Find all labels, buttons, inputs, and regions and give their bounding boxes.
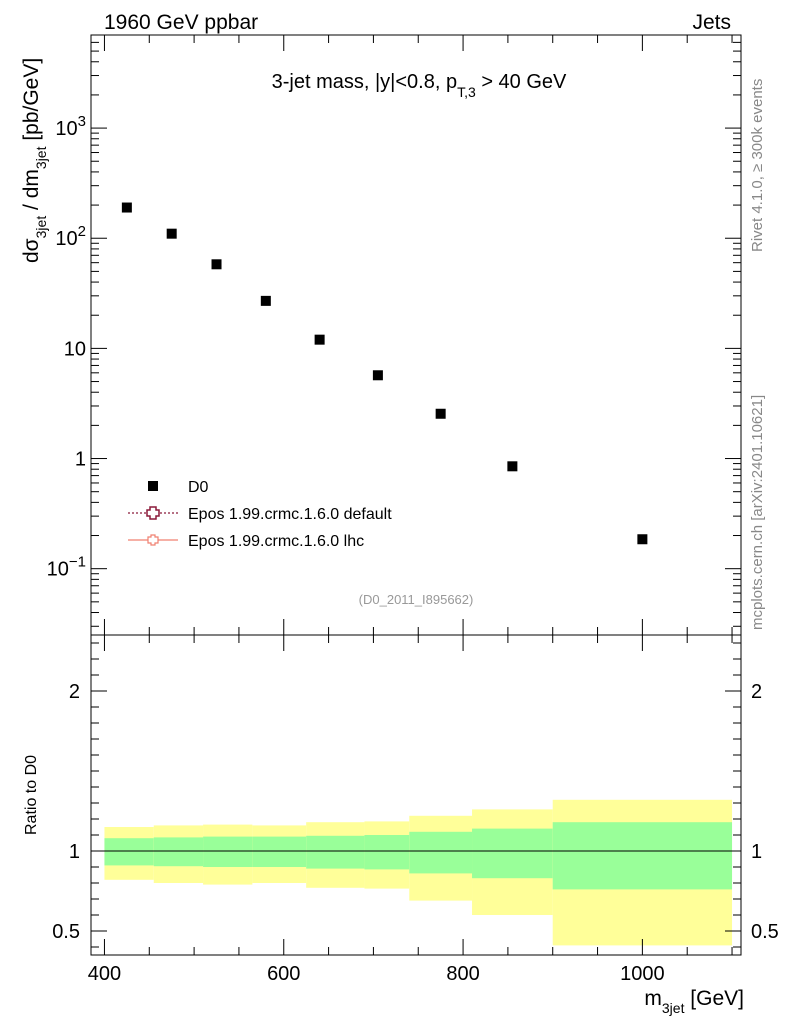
rivet-label: Rivet 4.1.0, ≥ 300k events (749, 79, 766, 252)
x-tick-label: 800 (446, 963, 479, 985)
legend-label-epos-lhc: Epos 1.99.crmc.1.6.0 lhc (188, 533, 364, 550)
x-axis-label-m: m (644, 987, 662, 1010)
data-point-d0 (637, 534, 648, 545)
ratio-plot-frame (90, 634, 742, 956)
legend-cross-epos-default (146, 506, 160, 520)
mcplots-label: mcplots.cern.ch [arXiv:2401.10621] (749, 395, 766, 630)
legend: D0 Epos 1.99.crmc.1.6.0 default Epos 1.9… (128, 479, 392, 550)
x-axis-label: m3jet [GeV] (644, 987, 744, 1016)
main-ylabel-mid: / dm (20, 169, 43, 216)
ratio-y-tick-label-right: 1 (751, 841, 762, 863)
legend-label-epos-default: Epos 1.99.crmc.1.6.0 default (188, 506, 392, 523)
legend-cross-epos-lhc (147, 534, 159, 546)
ratio-stat-band (409, 831, 473, 874)
legend-label-d0: D0 (188, 479, 209, 496)
data-point-d0 (372, 370, 383, 381)
x-axis-label-unit: [GeV] (684, 987, 744, 1010)
x-axis-label-sub: 3jet (662, 1000, 685, 1016)
ratio-stat-band (252, 836, 307, 867)
data-point-d0 (260, 295, 271, 306)
data-point-d0 (435, 408, 446, 419)
header-right: Jets (692, 11, 731, 34)
ratio-stat-band (364, 835, 410, 870)
ratio-axis-ticks (91, 635, 741, 955)
ratio-stat-band (104, 838, 154, 866)
ratio-y-tick-label-left: 1 (69, 841, 80, 863)
main-y-tick-label: 103 (55, 113, 86, 140)
main-y-tick-label: 10−1 (47, 554, 86, 581)
main-data-points (121, 202, 648, 545)
main-ylabel-sub1: 3jet (33, 216, 49, 239)
main-axis-ticks (91, 34, 741, 635)
ratio-y-tick-label-right: 0.5 (751, 921, 779, 943)
main-title-sub: T,3 (457, 84, 476, 100)
ratio-y-tick-label-left: 0.5 (52, 921, 80, 943)
data-point-d0 (314, 334, 325, 345)
main-ylabel-unit: [pb/GeV] (20, 58, 43, 147)
data-point-d0 (166, 228, 177, 239)
analysis-watermark: (D0_2011_I895662) (359, 592, 474, 607)
ratio-stat-band (153, 837, 204, 867)
ratio-stat-band (552, 822, 733, 890)
ratio-uncertainty-bands (104, 799, 733, 946)
ratio-stat-band (472, 828, 553, 879)
main-y-tick-label: 102 (55, 223, 86, 250)
data-point-d0 (211, 259, 222, 270)
header-left: 1960 GeV ppbar (104, 11, 258, 34)
ratio-stat-band (203, 836, 253, 867)
main-title: 3-jet mass, |y|<0.8, pT,3 > 40 GeV (272, 71, 567, 100)
x-tick-label: 400 (88, 963, 121, 985)
x-tick-labels: 400 600 800 1000 (88, 963, 665, 985)
data-point-d0 (121, 202, 132, 213)
main-ylabel: dσ3jet / dm3jet [pb/GeV] (20, 58, 49, 263)
main-ylabel-dsigma: dσ (20, 238, 43, 263)
ratio-ylabel: Ratio to D0 (23, 755, 40, 835)
ratio-y-tick-labels: 0.5 0.5 1 1 2 2 (52, 681, 779, 943)
data-point-d0 (507, 461, 518, 472)
main-ylabel-sub2: 3jet (33, 146, 49, 169)
legend-marker-d0 (148, 481, 158, 491)
ratio-stat-band (306, 835, 365, 869)
main-title-suffix: > 40 GeV (476, 71, 567, 93)
main-title-prefix: 3-jet mass, |y|<0.8, p (272, 71, 457, 93)
ratio-y-tick-label-right: 2 (751, 681, 762, 703)
x-tick-label: 600 (267, 963, 300, 985)
x-tick-label: 1000 (620, 963, 665, 985)
main-y-tick-label: 10 (64, 338, 86, 360)
main-y-tick-label: 1 (75, 449, 86, 471)
ratio-y-tick-label-left: 2 (69, 681, 80, 703)
